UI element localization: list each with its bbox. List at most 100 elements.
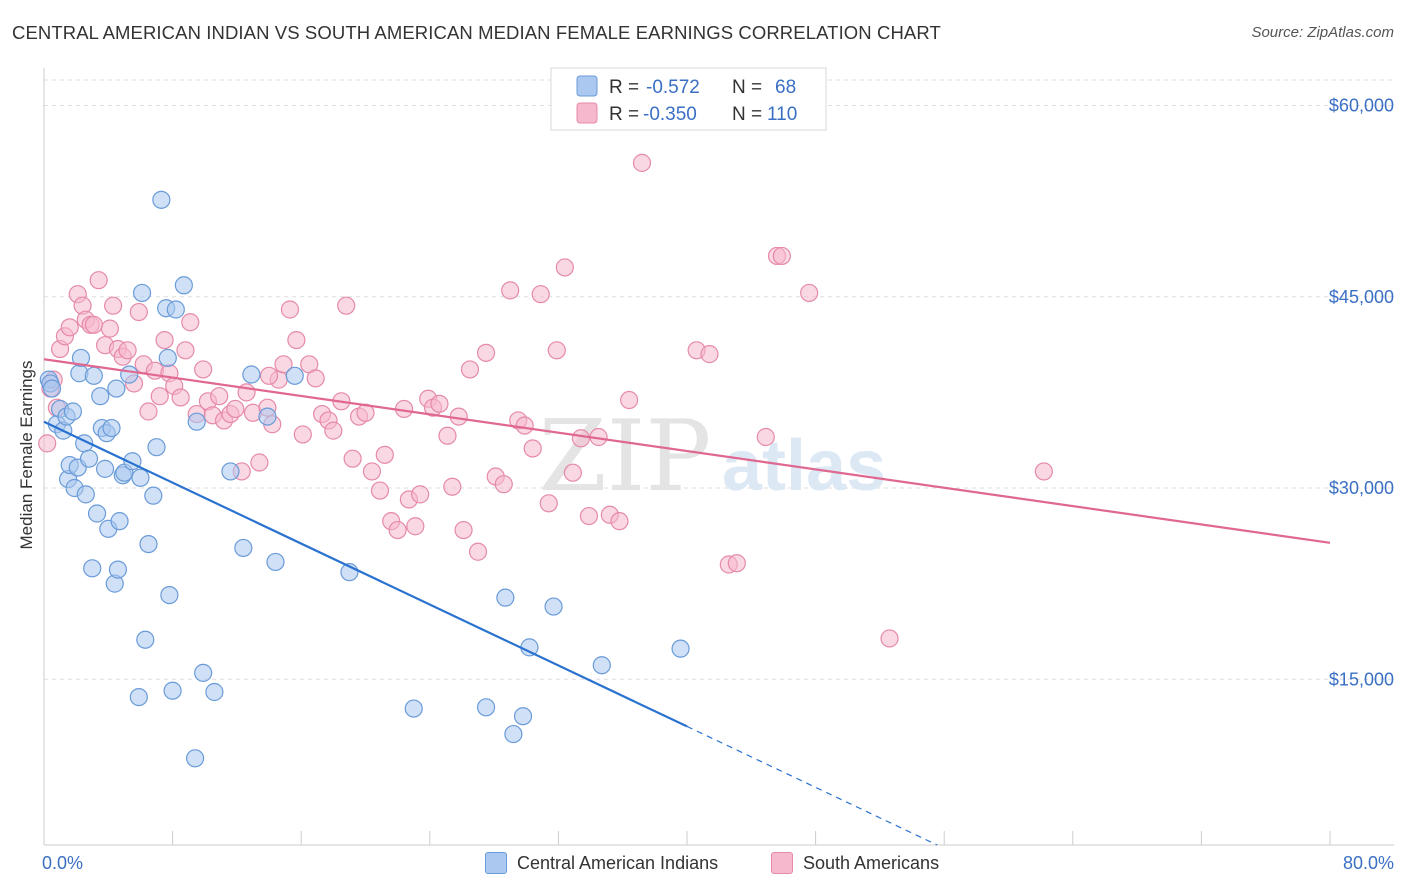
data-point-central-american-indian xyxy=(496,588,515,607)
trend-line-south-americans xyxy=(43,358,1331,544)
data-point-south-american xyxy=(880,629,899,648)
data-point-central-american-indian xyxy=(520,638,539,657)
data-point-south-american xyxy=(547,341,566,360)
data-point-central-american-indian xyxy=(194,663,213,682)
data-point-south-american xyxy=(494,475,513,494)
data-point-south-american xyxy=(800,283,819,303)
data-point-central-american-indian xyxy=(234,538,253,558)
legend-item-central-american-indians[interactable]: Central American Indians xyxy=(485,852,718,874)
data-point-south-american xyxy=(375,445,394,464)
data-point-south-american xyxy=(139,402,158,421)
data-point-central-american-indian xyxy=(186,749,205,768)
y-tick-label: $15,000 xyxy=(1329,669,1394,689)
data-point-south-american xyxy=(632,153,652,172)
data-point-south-american xyxy=(84,315,103,334)
chart-title: CENTRAL AMERICAN INDIAN VS SOUTH AMERICA… xyxy=(12,22,941,43)
data-point-south-american xyxy=(454,520,473,540)
data-point-south-american xyxy=(280,300,300,319)
y-tick-label: $60,000 xyxy=(1329,96,1394,116)
data-point-central-american-indian xyxy=(221,462,240,481)
legend-label-south-americans: South Americans xyxy=(803,852,940,873)
data-point-central-american-indian xyxy=(136,630,155,649)
trend-line-central-american-indians xyxy=(43,420,688,728)
data-point-central-american-indian xyxy=(87,504,107,523)
data-point-central-american-indian xyxy=(102,418,121,438)
data-point-south-american xyxy=(388,520,407,540)
data-point-central-american-indian xyxy=(76,485,95,504)
data-point-central-american-indian xyxy=(404,699,423,718)
stats-legend-blue-r-value: -0.572 xyxy=(646,77,700,98)
stats-legend-pink-r-label: R = xyxy=(609,104,639,125)
data-point-central-american-indian xyxy=(147,438,166,457)
data-point-central-american-indian xyxy=(63,402,83,421)
data-point-south-american xyxy=(700,345,719,364)
data-point-central-american-indian xyxy=(476,698,496,717)
data-point-central-american-indian xyxy=(83,559,102,578)
watermark-zip: ZIP xyxy=(539,400,712,514)
data-point-central-american-indian xyxy=(158,348,177,368)
data-point-central-american-indian xyxy=(513,707,533,726)
data-point-central-american-indian xyxy=(544,597,563,616)
data-point-central-american-indian xyxy=(152,190,171,209)
data-point-central-american-indian xyxy=(504,724,523,744)
data-point-south-american xyxy=(155,331,174,350)
legend-item-south-americans[interactable]: South Americans xyxy=(771,852,939,874)
watermark: ZIP atlas xyxy=(539,400,886,514)
data-point-central-american-indian xyxy=(166,300,185,319)
stats-legend-pink-r-value: -0.350 xyxy=(643,104,697,125)
data-point-south-american xyxy=(343,449,362,468)
data-point-south-american xyxy=(523,439,542,458)
data-point-south-american xyxy=(306,369,325,388)
data-point-south-american xyxy=(539,494,558,513)
data-point-central-american-indian xyxy=(258,407,277,426)
data-point-south-american xyxy=(337,296,356,315)
stats-legend-blue-n-label: N = xyxy=(732,77,762,98)
legend-swatch-pink xyxy=(771,852,793,874)
y-axis-title: Median Female Earnings xyxy=(17,361,36,550)
data-point-south-american xyxy=(406,517,425,536)
data-point-south-american xyxy=(515,416,534,435)
data-point-south-american xyxy=(118,341,137,360)
stats-legend-pink-n-label: N = xyxy=(732,104,762,125)
data-point-south-american xyxy=(38,434,57,453)
data-point-central-american-indian xyxy=(266,552,285,572)
data-point-central-american-indian xyxy=(144,486,163,505)
data-point-south-american xyxy=(129,302,148,322)
data-point-south-american xyxy=(468,542,488,561)
data-point-south-american xyxy=(60,318,79,337)
data-point-central-american-indian xyxy=(205,682,224,702)
central-american-indians-points xyxy=(39,190,690,768)
data-point-south-american xyxy=(194,360,213,379)
data-point-central-american-indian xyxy=(131,468,150,487)
data-point-central-american-indian xyxy=(79,449,99,468)
data-point-south-american xyxy=(620,390,639,410)
legend-label-central-american-indians: Central American Indians xyxy=(517,852,719,873)
data-point-central-american-indian xyxy=(107,379,126,398)
data-point-south-american xyxy=(181,313,200,332)
data-point-south-american xyxy=(287,331,306,350)
data-point-south-american xyxy=(226,399,245,419)
data-point-central-american-indian xyxy=(91,387,110,406)
data-point-south-american xyxy=(727,554,746,573)
data-point-central-american-indian xyxy=(120,365,139,384)
trend-lines xyxy=(43,358,1331,846)
stats-legend-blue-n-value: 68 xyxy=(775,77,796,98)
data-point-south-american xyxy=(555,258,574,277)
data-point-south-american xyxy=(563,463,582,482)
data-point-south-american xyxy=(610,512,629,531)
y-tick-label: $30,000 xyxy=(1329,478,1394,498)
data-point-central-american-indian xyxy=(139,534,158,554)
data-point-south-american xyxy=(274,355,293,374)
data-point-central-american-indian xyxy=(242,365,261,384)
data-point-south-american xyxy=(100,319,120,338)
data-point-south-american xyxy=(171,388,190,407)
data-point-south-american xyxy=(430,394,449,413)
data-point-south-american xyxy=(150,387,169,406)
data-point-central-american-indian xyxy=(84,366,103,385)
data-point-central-american-indian xyxy=(160,585,179,605)
y-tick-label: $45,000 xyxy=(1329,287,1394,307)
data-point-south-american xyxy=(579,506,599,526)
source-label: Source: ZipAtlas.com xyxy=(1251,24,1394,41)
data-point-central-american-indian xyxy=(71,348,91,368)
stats-legend-pink-swatch xyxy=(576,102,598,124)
